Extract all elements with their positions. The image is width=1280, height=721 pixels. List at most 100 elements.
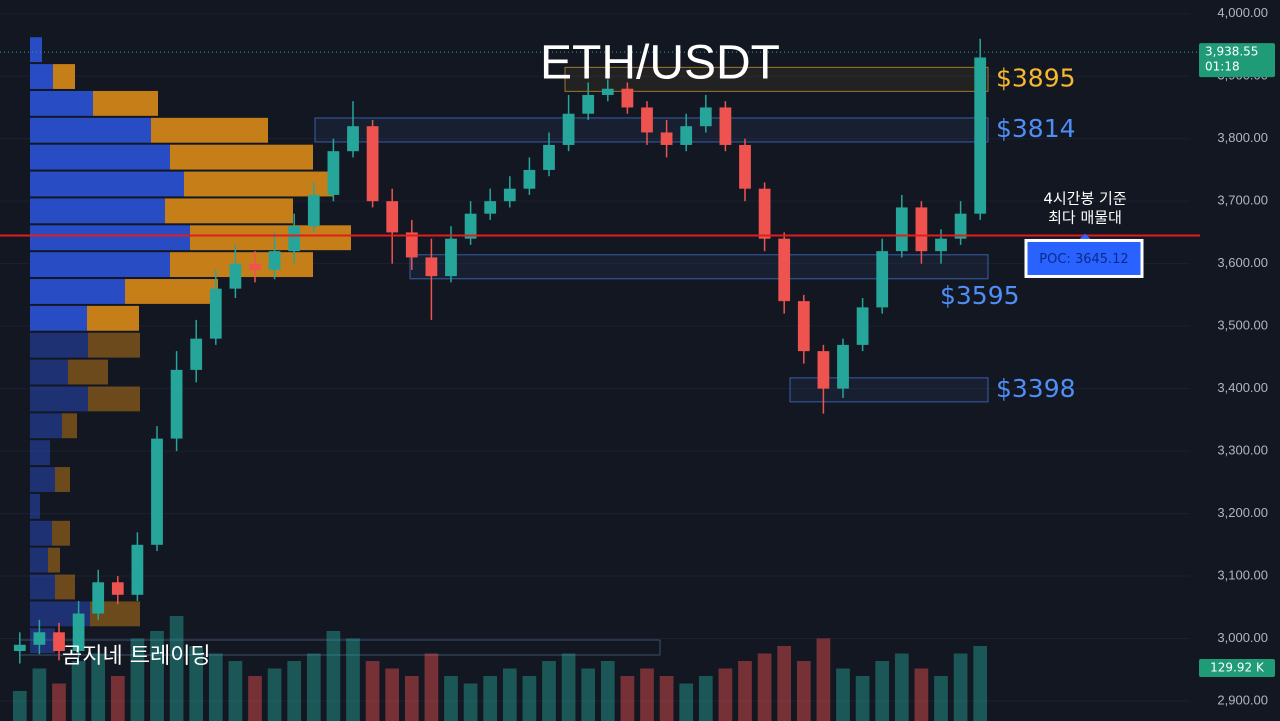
candle-body — [915, 207, 928, 252]
volume-bar — [12, 691, 27, 721]
volume-bar — [365, 661, 380, 721]
profile-sell — [53, 64, 75, 89]
candle-body — [92, 582, 105, 614]
volume-bar — [796, 661, 811, 721]
candle-body — [562, 113, 575, 145]
candle-body — [111, 582, 124, 595]
level-label: $3895 — [996, 63, 1076, 92]
candle-body — [974, 57, 987, 214]
candle-body — [641, 107, 653, 133]
volume-bar — [150, 631, 164, 721]
volume-bar — [561, 653, 576, 721]
poc-pointer — [1078, 233, 1092, 241]
profile-sell — [68, 359, 108, 385]
volume-bar — [894, 653, 909, 721]
candle-body — [347, 126, 359, 152]
profile-buy — [30, 171, 184, 197]
volume-bar — [169, 616, 184, 721]
volume-bar — [659, 676, 674, 721]
candle-body — [719, 107, 732, 145]
candle-body — [307, 194, 320, 227]
profile-sell — [55, 467, 70, 492]
volume-bar — [855, 676, 870, 721]
y-tick-label: 2,900.00 — [1217, 692, 1268, 707]
profile-sell — [93, 90, 158, 116]
profile-sell — [62, 413, 77, 439]
volume-bar — [757, 653, 772, 721]
candle-body — [543, 144, 555, 170]
volume-bar — [502, 668, 517, 721]
volume-bar — [600, 661, 615, 721]
profile-sell — [52, 520, 70, 546]
profile-buy — [30, 144, 170, 170]
candle-body — [837, 344, 849, 389]
profile-sell — [87, 305, 139, 331]
candle-body — [190, 338, 203, 370]
volume-bar — [738, 661, 752, 721]
profile-sell — [125, 279, 218, 304]
candle-body — [876, 251, 889, 308]
volume-bar — [326, 631, 341, 721]
volume-bar — [816, 638, 831, 721]
candle-body — [758, 188, 771, 239]
candle-body — [405, 232, 418, 258]
volume-bar — [522, 676, 537, 721]
volume-bar — [875, 661, 890, 721]
candle-body — [817, 351, 830, 389]
volume-bar — [718, 668, 733, 721]
profile-buy — [30, 386, 88, 412]
candle-body — [209, 288, 222, 339]
candle-body — [935, 238, 947, 252]
volume-bar — [914, 668, 929, 721]
volume-bar — [385, 668, 400, 721]
candle-body — [621, 88, 634, 108]
volume-bar — [71, 661, 86, 721]
candle-body — [249, 263, 261, 270]
candle-body — [366, 126, 379, 202]
profile-buy — [30, 413, 62, 439]
volume-bar — [110, 676, 125, 721]
poc-box — [1024, 238, 1144, 278]
profile-buy — [30, 493, 40, 519]
candle-body — [699, 107, 712, 127]
volume-bar — [953, 653, 968, 721]
profile-sell — [55, 574, 75, 600]
profile-sell — [48, 547, 60, 573]
y-tick-label: 3,800.00 — [1217, 130, 1268, 145]
chart-title: ETH/USDT — [540, 37, 780, 90]
profile-buy — [30, 440, 50, 466]
profile-buy — [30, 252, 170, 278]
volume-bar — [404, 676, 419, 721]
candle-body — [954, 213, 967, 239]
profile-sell — [165, 198, 293, 224]
level-label: $3814 — [996, 114, 1076, 143]
candle-body — [582, 94, 595, 114]
volume-bar — [287, 661, 302, 721]
volume-bar — [444, 676, 458, 721]
candle-body — [53, 632, 65, 652]
level-label: $3398 — [996, 374, 1076, 403]
profile-buy — [30, 332, 88, 358]
volume-bar — [228, 661, 243, 721]
volume-bar — [91, 653, 106, 721]
volume-bar — [836, 668, 850, 721]
volume-bar — [267, 668, 282, 721]
volume-label-box — [1199, 659, 1275, 677]
profile-sell — [88, 332, 140, 358]
profile-buy — [30, 225, 190, 251]
candle-body — [13, 644, 26, 652]
last-price-label: 3,938.55 — [1205, 45, 1258, 59]
y-tick-label: 3,700.00 — [1217, 193, 1268, 208]
profile-buy — [30, 64, 53, 89]
candle-body — [72, 613, 85, 652]
candle-body — [33, 632, 46, 645]
candle-body — [131, 544, 144, 595]
volume-bar — [32, 668, 47, 721]
profile-sell — [151, 117, 268, 143]
y-tick-label: 3,000.00 — [1217, 630, 1268, 645]
volume-bar — [581, 668, 596, 721]
candle-body — [601, 88, 614, 95]
volume-bar — [620, 676, 635, 721]
poc-note: 최다 매물대 — [1048, 209, 1122, 227]
volume-bar — [640, 668, 654, 721]
